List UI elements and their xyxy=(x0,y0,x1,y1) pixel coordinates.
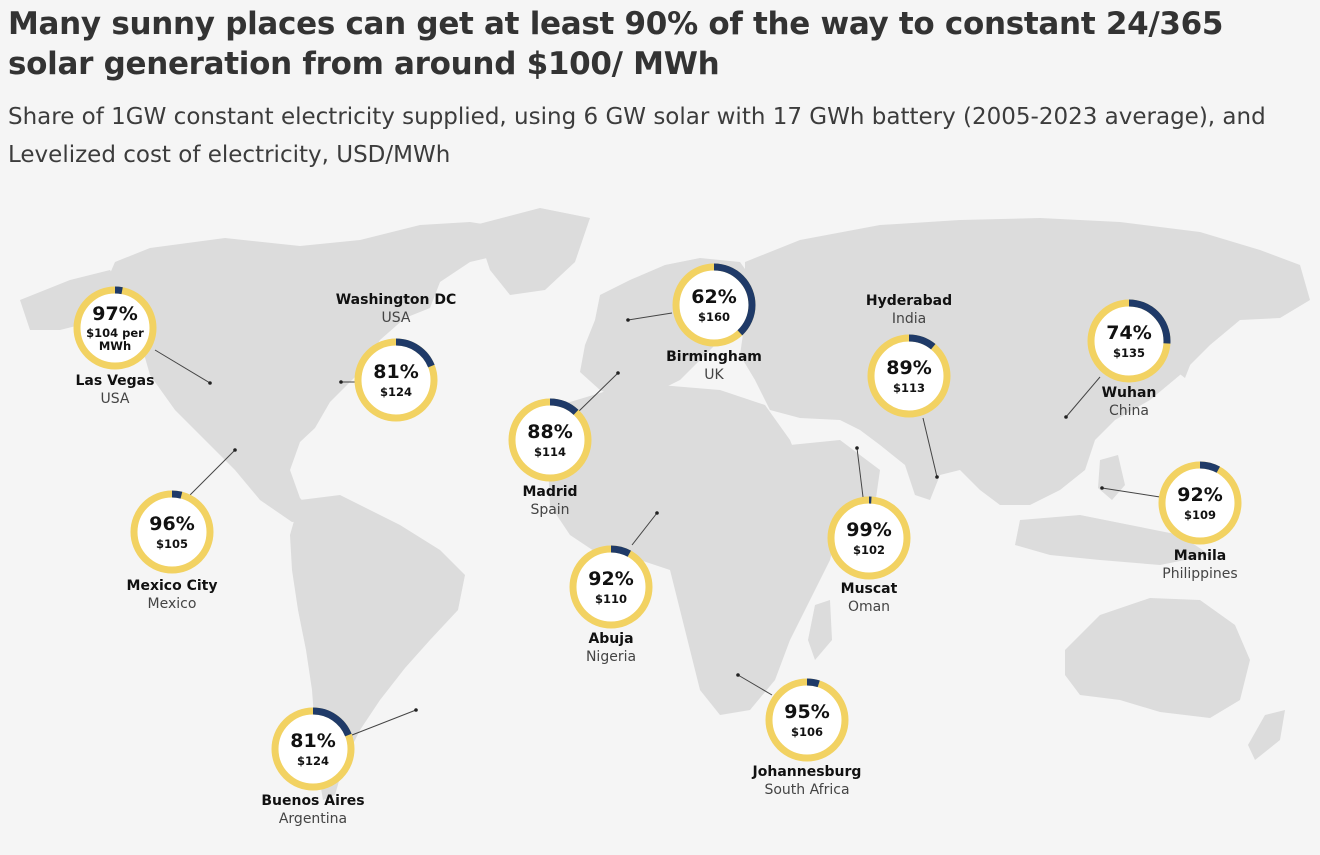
marker-mexico-city: 96% $105 Mexico City Mexico xyxy=(127,490,218,612)
ring-remainder-arc xyxy=(271,707,355,791)
city-label: Buenos Aires xyxy=(261,793,364,809)
marker-manila: 92% $109 Manila Philippines xyxy=(1158,461,1242,582)
marker-washington-dc: 81% $124 Washington DC USA xyxy=(336,292,457,422)
ring-remainder-arc xyxy=(765,678,849,762)
ring-remainder-arc xyxy=(569,545,653,629)
city-label: Muscat xyxy=(841,581,898,597)
cost-label: $109 xyxy=(1184,508,1216,522)
share-label: 62% xyxy=(691,286,736,308)
share-label: 74% xyxy=(1106,322,1151,344)
marker-abuja: 92% $110 Abuja Nigeria xyxy=(569,545,653,665)
city-label: Johannesburg xyxy=(752,764,862,780)
cost-label: $124 xyxy=(380,385,412,399)
city-label: Hyderabad xyxy=(866,293,952,309)
ring-remainder-arc xyxy=(867,334,951,418)
cost-label: $105 xyxy=(156,537,188,551)
city-label: Birmingham xyxy=(666,349,762,365)
country-label: Argentina xyxy=(279,811,347,827)
ring-remainder-arc xyxy=(508,398,592,482)
marker-birmingham: 62% $160 Birmingham UK xyxy=(666,263,762,383)
share-label: 97% xyxy=(92,303,137,325)
country-label: USA xyxy=(101,391,130,407)
city-label: Washington DC xyxy=(336,292,457,308)
ring-remainder-arc xyxy=(1087,299,1171,383)
share-label: 81% xyxy=(290,730,335,752)
city-label: Abuja xyxy=(588,631,633,647)
share-label: 95% xyxy=(784,701,829,723)
ring-remainder-arc xyxy=(672,263,756,347)
share-label: 81% xyxy=(373,361,418,383)
share-label: 88% xyxy=(527,421,572,443)
cost-label: $135 xyxy=(1113,346,1145,360)
cost-label: MWh xyxy=(99,339,131,353)
cost-label: $124 xyxy=(297,754,329,768)
marker-muscat: 99% $102 Muscat Oman xyxy=(827,496,911,615)
marker-johannesburg: 95% $106 Johannesburg South Africa xyxy=(752,678,862,798)
country-label: Nigeria xyxy=(586,649,636,665)
marker-wuhan: 74% $135 Wuhan China xyxy=(1087,299,1171,419)
share-label: 89% xyxy=(886,357,931,379)
share-label: 99% xyxy=(846,519,891,541)
country-label: Mexico xyxy=(148,596,197,612)
country-label: South Africa xyxy=(764,782,849,798)
cost-label: $106 xyxy=(791,725,823,739)
country-label: UK xyxy=(704,367,724,383)
cost-label: $160 xyxy=(698,310,730,324)
chart-title: Many sunny places can get at least 90% o… xyxy=(8,6,1224,82)
cost-label: $114 xyxy=(534,445,566,459)
city-label: Wuhan xyxy=(1102,385,1157,401)
city-label: Las Vegas xyxy=(76,373,155,389)
ring-remainder-arc xyxy=(1158,461,1242,545)
country-label: China xyxy=(1109,403,1149,419)
share-label: 92% xyxy=(588,568,633,590)
city-label: Manila xyxy=(1174,548,1226,564)
ring-remainder-arc xyxy=(130,490,214,574)
country-label: Philippines xyxy=(1162,566,1237,582)
city-label: Madrid xyxy=(522,484,577,500)
cost-label: $110 xyxy=(595,592,627,606)
country-label: Spain xyxy=(530,502,569,518)
marker-madrid: 88% $114 Madrid Spain xyxy=(508,398,592,518)
share-label: 96% xyxy=(149,513,194,535)
share-label: 92% xyxy=(1177,484,1222,506)
country-label: India xyxy=(892,311,926,327)
ring-remainder-arc xyxy=(354,338,438,422)
chart-subtitle: Share of 1GW constant electricity suppli… xyxy=(8,104,1266,168)
city-label: Mexico City xyxy=(127,578,218,594)
country-label: Oman xyxy=(848,599,890,615)
cost-label: $113 xyxy=(893,381,925,395)
cost-label: $104 per xyxy=(86,326,144,340)
marker-buenos-aires: 81% $124 Buenos Aires Argentina xyxy=(261,707,365,827)
country-label: USA xyxy=(382,310,411,326)
leader-lines xyxy=(154,312,1161,736)
ring-remainder-arc xyxy=(827,496,911,580)
world-landmass xyxy=(20,208,1310,800)
cost-label: $102 xyxy=(853,543,885,557)
marker-hyderabad: 89% $113 Hyderabad India xyxy=(866,293,952,418)
ring-remainder-arc xyxy=(73,286,157,370)
